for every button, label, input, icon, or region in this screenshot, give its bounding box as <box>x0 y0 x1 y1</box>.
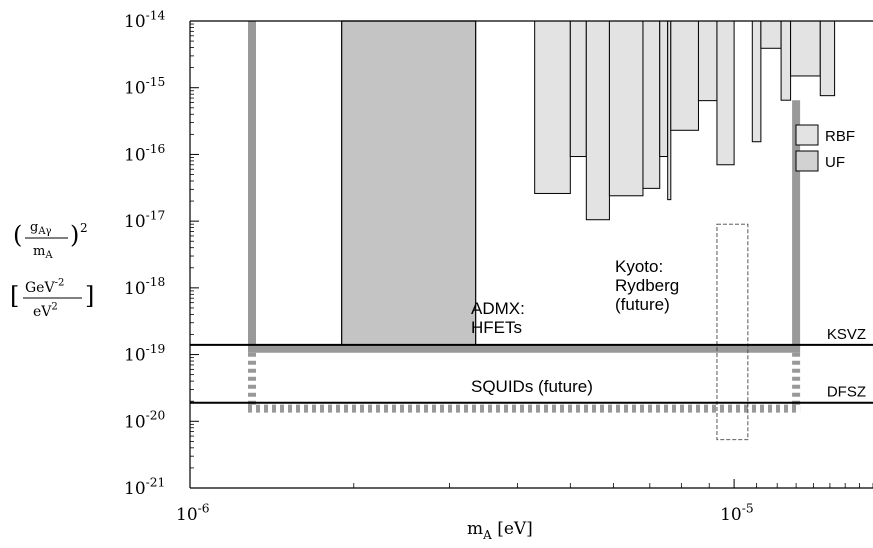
reference-lines: KSVZ DFSZ <box>190 326 873 404</box>
admx-hfets-label: HFETs <box>471 318 522 337</box>
y-tick-label: 10-19 <box>124 342 165 366</box>
excluded-regions <box>341 20 836 350</box>
kyoto-rydberg-label: Kyoto: <box>615 257 663 276</box>
y-tick-label: 10-14 <box>124 8 166 32</box>
y-label-bracket-open: [ <box>10 282 19 310</box>
y-tick-label: 10-20 <box>124 409 165 433</box>
rbf-uf-segment-0 <box>534 20 571 194</box>
axes: 10-14 10-15 10-16 10-17 10-18 10-19 10-20 10-21… <box>124 8 873 525</box>
ksvz-label: KSVZ <box>827 326 866 343</box>
sensitivity-regions <box>247 21 801 441</box>
kyoto-rydberg-label: (future) <box>615 295 670 314</box>
x-tick-label: 10-6 <box>176 501 210 525</box>
kyoto-rydberg-label: Rydberg <box>615 276 679 295</box>
y-label-denominator: mA <box>33 244 53 261</box>
rbf-uf-segment-7 <box>670 20 699 131</box>
rbf-uf-segment-1 <box>569 20 587 158</box>
legend-swatch-rbf <box>795 124 819 146</box>
rbf-uf-segment-11 <box>760 20 782 49</box>
y-label-units-denominator: eV2 <box>33 302 58 320</box>
rbf-uf-segment-2 <box>585 20 610 221</box>
y-tick-label: 10-16 <box>124 142 166 166</box>
rbf-uf-segment-14 <box>819 20 836 97</box>
y-label-numerator: gAγ <box>30 220 52 237</box>
squids-future-label: SQUIDs (future) <box>471 377 593 396</box>
y-label-paren-close: ) <box>70 221 79 249</box>
rbf-uf-segment-3 <box>608 20 644 197</box>
legend-label-rbf: RBF <box>825 128 855 145</box>
y-label-units-numerator: GeV-2 <box>25 278 64 296</box>
legend-label-uf: UF <box>825 154 845 171</box>
dfsz-label: DFSZ <box>827 384 866 401</box>
legend-swatch-uf <box>795 150 819 172</box>
y-label-paren-open: ( <box>13 221 22 249</box>
y-label-exponent: 2 <box>80 221 88 235</box>
annotations: mA [eV] () gAγ mA 2 [] GeV-2 eV2 ADMX:HFETs SQUID… <box>10 220 679 542</box>
y-tick-label: 10-18 <box>124 275 165 299</box>
admx-hfets-label: ADMX: <box>471 299 525 318</box>
admx-hfet-excluded-region <box>341 20 477 350</box>
kyoto-rydberg-region <box>716 223 749 441</box>
legend: RBF UF <box>795 124 855 172</box>
rbf-uf-segment-10 <box>751 20 762 143</box>
y-tick-label: 10-21 <box>124 475 165 499</box>
rbf-uf-segment-12 <box>780 20 792 101</box>
x-tick-label: 10-5 <box>720 501 754 525</box>
x-axis-label: mA [eV] <box>467 519 533 542</box>
y-tick-label: 10-17 <box>124 208 165 232</box>
y-tick-label: 10-15 <box>124 75 165 99</box>
rbf-uf-segment-5 <box>659 20 669 158</box>
rbf-uf-segment-13 <box>790 20 821 77</box>
rbf-uf-segment-4 <box>642 20 661 189</box>
rbf-uf-segment-8 <box>697 20 718 102</box>
y-label-bracket-close: ] <box>85 282 94 310</box>
rbf-uf-segment-9 <box>716 20 735 166</box>
